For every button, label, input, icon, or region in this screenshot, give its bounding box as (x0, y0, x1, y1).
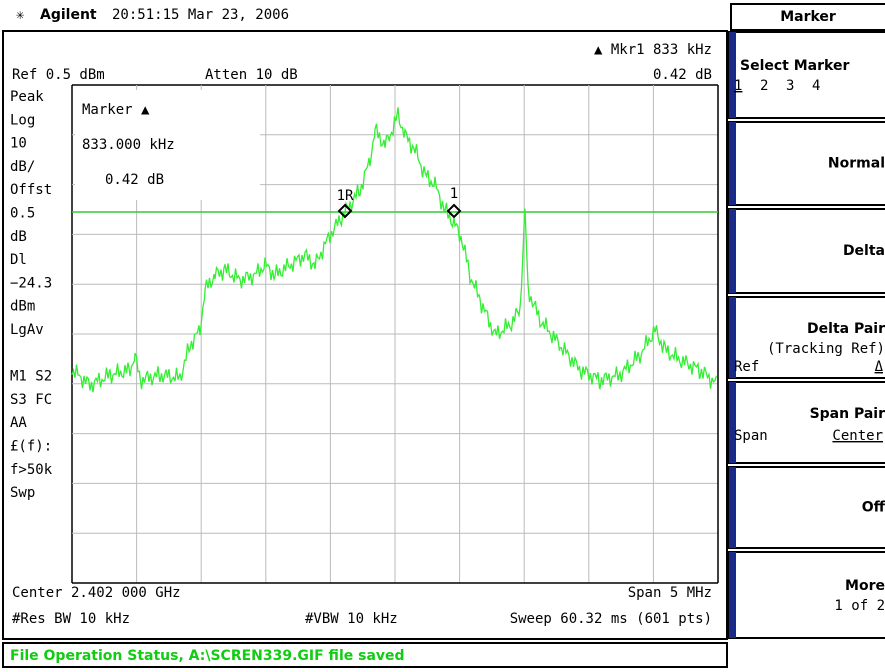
left-label: dBm (10, 299, 35, 315)
left-label: Log (10, 112, 35, 128)
left-label: S3 FC (10, 392, 52, 408)
left-label: dB (10, 229, 27, 245)
softkey-edge (729, 467, 736, 548)
softkey[interactable] (728, 381, 885, 464)
softkey-label: Normal (828, 156, 885, 172)
vbw: #VBW 10 kHz (305, 611, 398, 627)
marker-ref-label: 1R (337, 188, 354, 204)
softkeys: Select Marker 1 2 3 4 Normal Delta Delta Pair (T… (728, 31, 885, 639)
softkey-edge (729, 32, 736, 118)
left-label: Swp (10, 485, 35, 501)
softkey-label: Delta (843, 243, 885, 259)
status-bar (2, 642, 728, 668)
softkey[interactable] (728, 121, 885, 206)
timestamp: 20:51:15 Mar 23, 2006 (112, 7, 289, 23)
marker-readout: ▲ Mkr1 833 kHz (594, 42, 712, 58)
softkey[interactable] (728, 551, 885, 639)
softkey-right: Δ (875, 359, 884, 375)
left-label: 0.5 (10, 206, 35, 222)
marker-delta (446, 203, 462, 219)
left-label: £(f): (10, 439, 52, 455)
left-annotations: Peak Log 10 dB/Offst 0.5 dB Dl −24.3 dBm LgAv M1 S… (10, 89, 53, 501)
softkey-label: Select Marker (740, 58, 849, 74)
softkey[interactable] (728, 31, 885, 119)
marker-box-value: 0.42 dB (105, 172, 164, 188)
softkey-left: Ref (734, 359, 759, 375)
left-label: f>50k (10, 462, 53, 478)
left-label: 10 (10, 136, 27, 152)
softkey-option: 4 (812, 78, 820, 94)
softkey[interactable] (728, 208, 885, 294)
softkey-edge (729, 297, 736, 378)
left-label: M1 S2 (10, 369, 52, 385)
menu-title: Marker (780, 9, 836, 25)
logo: ✳ (16, 7, 25, 23)
marker-box-freq: 833.000 kHz (82, 137, 175, 153)
softkey-edge (729, 382, 736, 463)
softkey-right: Center (832, 428, 883, 444)
left-label: LgAv (10, 322, 44, 338)
status-text: File Operation Status, A:\SCREN339.GIF f… (10, 648, 405, 664)
softkey-edge (729, 122, 736, 205)
ref-level: Ref 0.5 dBm (12, 67, 105, 83)
softkey-label: Off (862, 500, 885, 516)
softkey-option: 2 (760, 78, 768, 94)
marker-ref (337, 203, 353, 219)
marker-value: 0.42 dB (653, 67, 712, 83)
softkey[interactable] (728, 296, 885, 379)
trace (71, 107, 718, 393)
left-label: Peak (10, 89, 44, 105)
left-label: dB/ (10, 159, 35, 175)
softkey-sub: 1 of 2 (834, 598, 885, 614)
sweep: Sweep 60.32 ms (601 pts) (510, 611, 712, 627)
left-label: −24.3 (10, 275, 52, 291)
brand: Agilent (40, 7, 97, 23)
softkey-edge (729, 209, 736, 293)
softkey-label: More (845, 578, 885, 594)
softkey-option: 3 (786, 78, 794, 94)
softkey-edge (729, 552, 736, 638)
marker-delta-label: 1 (450, 186, 458, 202)
softkey-option: 1 (734, 78, 742, 94)
span: Span 5 MHz (628, 585, 712, 601)
left-label: Dl (10, 252, 27, 268)
softkey-left: Span (734, 428, 768, 444)
marker-box (75, 90, 260, 200)
attenuation: Atten 10 dB (205, 67, 298, 83)
softkey-sub: (Tracking Ref) (767, 341, 885, 357)
softkey-label: Delta Pair (807, 321, 885, 337)
left-label: AA (10, 415, 27, 431)
res-bw: #Res BW 10 kHz (12, 611, 130, 627)
marker-box-title: Marker ▲ (82, 102, 150, 118)
softkey-label: Span Pair (810, 406, 885, 422)
center-freq: Center 2.402 000 GHz (12, 585, 181, 601)
left-label: Offst (10, 182, 52, 198)
menu-title-box (730, 3, 885, 31)
